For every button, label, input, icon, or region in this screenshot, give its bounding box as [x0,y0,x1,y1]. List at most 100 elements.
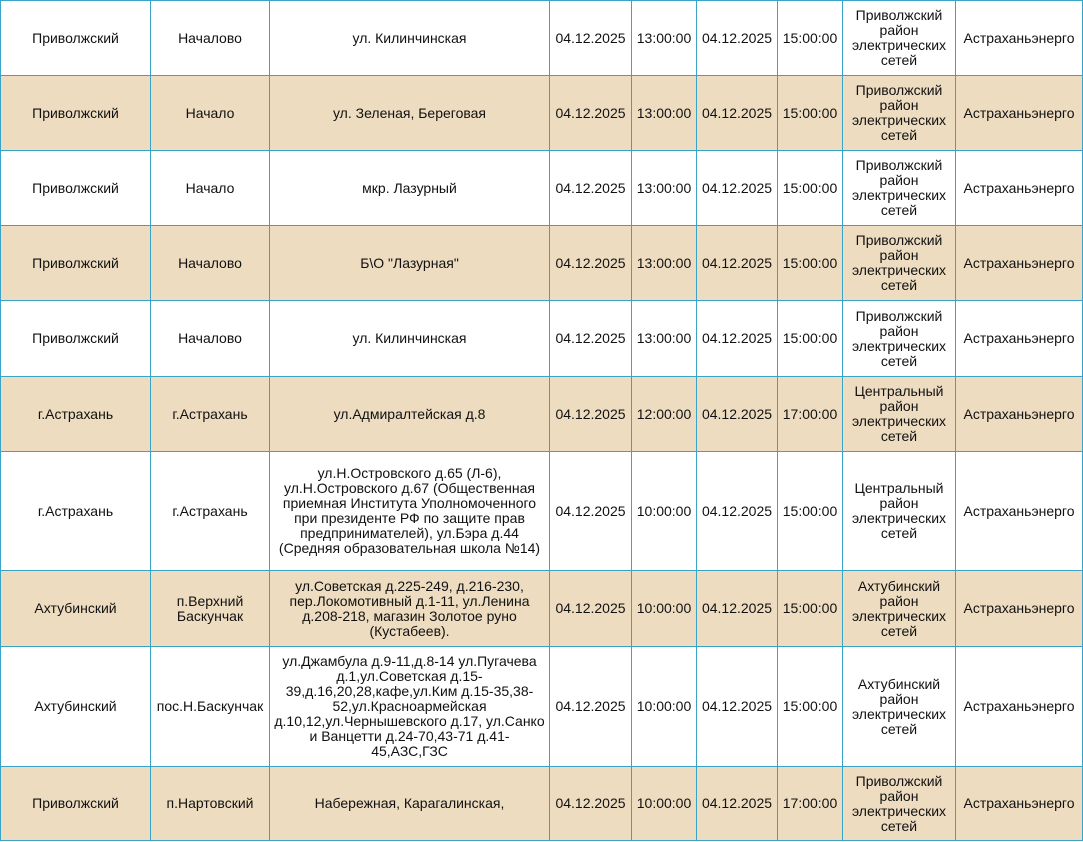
table-row: Приволжский Началово ул. Килинчинская 04.12… [0,300,1083,377]
cell-network-unit: Центральный район электрических сетей [842,376,956,452]
cell-settlement: п.Нартовский [150,766,270,841]
cell-address: ул.Н.Островского д.65 (Л-6), ул.Н.Остров… [269,451,550,571]
cell-end-date: 04.12.2025 [696,300,778,377]
table-row: Приволжский Начало мкр. Лазурный 04.12.2025… [0,150,1083,226]
cell-end-time: 15:00:00 [777,646,843,767]
cell-end-time: 15:00:00 [777,570,843,647]
cell-address: ул.Джамбула д.9-11,д.8-14 ул.Пугачева д.… [269,646,550,767]
cell-company: Астраханьэнерго [955,225,1083,301]
cell-settlement: г.Астрахань [150,451,270,571]
cell-company: Астраханьэнерго [955,570,1083,647]
cell-network-unit: Приволжский район электрических сетей [842,766,956,841]
table-row: Ахтубинский п.Верхний Баскунчак ул.Советск… [0,570,1083,647]
cell-district: Приволжский [0,300,151,377]
cell-start-time: 10:00:00 [631,766,697,841]
cell-start-time: 13:00:00 [631,225,697,301]
cell-start-time: 10:00:00 [631,570,697,647]
cell-start-date: 04.12.2025 [549,451,632,571]
cell-start-date: 04.12.2025 [549,570,632,647]
table-row: Приволжский Началово ул. Килинчинская 04.12… [0,0,1083,76]
cell-end-time: 17:00:00 [777,376,843,452]
cell-address: ул.Советская д.225-249, д.216-230, пер.Л… [269,570,550,647]
cell-start-date: 04.12.2025 [549,376,632,452]
cell-address: Б\О "Лазурная" [269,225,550,301]
cell-settlement: Начало [150,75,270,151]
cell-settlement: Началово [150,225,270,301]
cell-district: Приволжский [0,766,151,841]
cell-start-time: 13:00:00 [631,150,697,226]
cell-end-time: 15:00:00 [777,300,843,377]
cell-end-time: 17:00:00 [777,766,843,841]
cell-district: г.Астрахань [0,376,151,452]
cell-start-date: 04.12.2025 [549,150,632,226]
cell-settlement: пос.Н.Баскунчак [150,646,270,767]
cell-settlement: Начало [150,150,270,226]
cell-end-date: 04.12.2025 [696,646,778,767]
cell-company: Астраханьэнерго [955,646,1083,767]
cell-network-unit: Приволжский район электрических сетей [842,225,956,301]
cell-end-date: 04.12.2025 [696,451,778,571]
table-row: Приволжский п.Нартовский Набережная, Караг… [0,766,1083,841]
cell-start-date: 04.12.2025 [549,300,632,377]
cell-start-date: 04.12.2025 [549,646,632,767]
cell-end-date: 04.12.2025 [696,225,778,301]
cell-district: Ахтубинский [0,646,151,767]
cell-address: ул. Килинчинская [269,0,550,76]
cell-network-unit: Приволжский район электрических сетей [842,0,956,76]
table-row: г.Астрахань г.Астрахань ул.Н.Островского д… [0,451,1083,571]
cell-end-time: 15:00:00 [777,225,843,301]
cell-end-time: 15:00:00 [777,150,843,226]
cell-network-unit: Ахтубинский район электрических сетей [842,570,956,647]
cell-end-time: 15:00:00 [777,0,843,76]
cell-company: Астраханьэнерго [955,451,1083,571]
cell-network-unit: Ахтубинский район электрических сетей [842,646,956,767]
cell-settlement: Началово [150,0,270,76]
cell-address: ул. Зеленая, Береговая [269,75,550,151]
cell-district: Приволжский [0,0,151,76]
cell-start-time: 13:00:00 [631,75,697,151]
cell-district: Приволжский [0,225,151,301]
cell-district: Ахтубинский [0,570,151,647]
cell-address: ул.Адмиралтейская д.8 [269,376,550,452]
cell-start-date: 04.12.2025 [549,75,632,151]
cell-district: Приволжский [0,75,151,151]
table-row: Ахтубинский пос.Н.Баскунчак ул.Джамбула д.… [0,646,1083,767]
cell-network-unit: Приволжский район электрических сетей [842,150,956,226]
cell-network-unit: Приволжский район электрических сетей [842,300,956,377]
cell-end-date: 04.12.2025 [696,570,778,647]
cell-end-date: 04.12.2025 [696,376,778,452]
cell-district: Приволжский [0,150,151,226]
cell-end-date: 04.12.2025 [696,0,778,76]
cell-start-time: 13:00:00 [631,300,697,377]
cell-end-date: 04.12.2025 [696,75,778,151]
cell-settlement: г.Астрахань [150,376,270,452]
cell-start-date: 04.12.2025 [549,766,632,841]
cell-start-date: 04.12.2025 [549,225,632,301]
cell-settlement: Началово [150,300,270,377]
cell-start-date: 04.12.2025 [549,0,632,76]
cell-start-time: 10:00:00 [631,646,697,767]
cell-address: ул. Килинчинская [269,300,550,377]
cell-end-time: 15:00:00 [777,75,843,151]
table-row: Приволжский Начало ул. Зеленая, Береговая 0… [0,75,1083,151]
cell-end-time: 15:00:00 [777,451,843,571]
cell-district: г.Астрахань [0,451,151,571]
cell-start-time: 12:00:00 [631,376,697,452]
cell-address: мкр. Лазурный [269,150,550,226]
cell-settlement: п.Верхний Баскунчак [150,570,270,647]
cell-company: Астраханьэнерго [955,376,1083,452]
cell-network-unit: Приволжский район электрических сетей [842,75,956,151]
table-row: Приволжский Началово Б\О "Лазурная" 04.12.2… [0,225,1083,301]
cell-company: Астраханьэнерго [955,150,1083,226]
cell-company: Астраханьэнерго [955,766,1083,841]
cell-start-time: 13:00:00 [631,0,697,76]
cell-address: Набережная, Карагалинская, [269,766,550,841]
cell-start-time: 10:00:00 [631,451,697,571]
cell-company: Астраханьэнерго [955,0,1083,76]
cell-end-date: 04.12.2025 [696,766,778,841]
cell-end-date: 04.12.2025 [696,150,778,226]
cell-company: Астраханьэнерго [955,75,1083,151]
table-row: г.Астрахань г.Астрахань ул.Адмиралтейская … [0,376,1083,452]
cell-company: Астраханьэнерго [955,300,1083,377]
